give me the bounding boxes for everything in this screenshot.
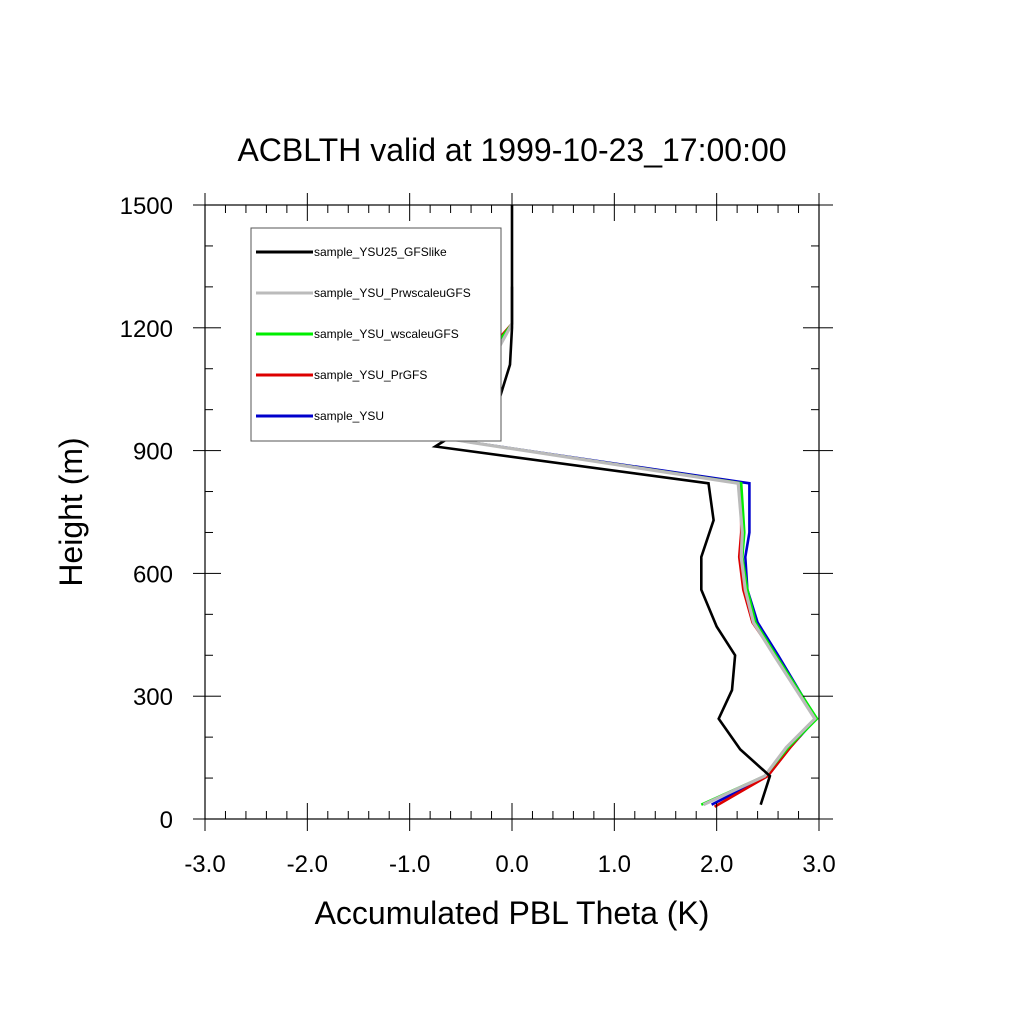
- x-tick-label: -3.0: [184, 851, 225, 878]
- x-tick-label: -1.0: [389, 851, 430, 878]
- y-tick-label: 300: [133, 684, 173, 711]
- series-line-sample_YSU25_GFSlike: [431, 205, 772, 806]
- legend-entry-label: sample_YSU: [314, 409, 384, 423]
- legend-entry-label: sample_YSU_wscaleuGFS: [314, 327, 459, 341]
- x-tick-label: -2.0: [287, 851, 328, 878]
- x-tick-label: 1.0: [598, 851, 631, 878]
- chart-title: ACBLTH valid at 1999-10-23_17:00:00: [237, 132, 786, 168]
- y-tick-label: 1200: [120, 316, 173, 343]
- y-tick-label: 600: [133, 561, 173, 588]
- y-axis-label: Height (m): [53, 437, 89, 586]
- y-tick-label: 900: [133, 439, 173, 466]
- legend: sample_YSU25_GFSlike sample_YSU_Prwscaleu…: [250, 227, 502, 442]
- y-tick-label: 1500: [120, 193, 173, 220]
- legend-entry-label: sample_YSU_PrGFS: [314, 368, 427, 382]
- x-tick-label: 0.0: [495, 851, 528, 878]
- ticks-layer: -3.0 -2.0 -1.0 0.0 1.0 2.0 3.0 0 300 600 900 1200 15…: [120, 193, 836, 878]
- legend-entry-label: sample_YSU25_GFSlike: [314, 245, 447, 259]
- x-tick-label: 3.0: [802, 851, 835, 878]
- legend-entry-label: sample_YSU_PrwscaleuGFS: [314, 286, 471, 300]
- x-tick-label: 2.0: [700, 851, 733, 878]
- y-tick-label: 0: [160, 807, 173, 834]
- x-axis-label: Accumulated PBL Theta (K): [315, 895, 710, 931]
